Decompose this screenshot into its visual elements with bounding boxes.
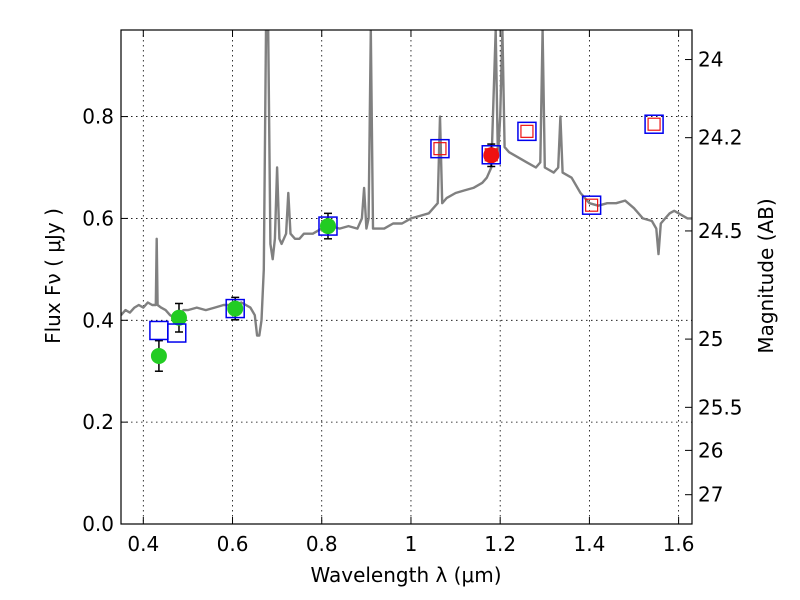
right-tick-label: 26 [698, 438, 723, 462]
model-box [167, 323, 187, 343]
observed-optical-point [170, 309, 187, 326]
y-axis-label: Flux Fν ( μJy ) [41, 208, 65, 344]
model-box-inner [585, 198, 599, 212]
right-tick-label: 27 [698, 483, 723, 507]
model-box-inner [647, 117, 661, 131]
plot-content [121, 30, 692, 372]
right-tick-label: 24 [698, 48, 723, 72]
x-tick-label: 1.4 [573, 532, 605, 556]
grid-lines [121, 30, 692, 524]
tick-marks [121, 30, 692, 525]
model-box [225, 298, 245, 319]
x-tick-label: 0.6 [217, 532, 249, 556]
y-tick-labels: 0.0 0.2 0.4 0.6 0.8 [82, 105, 114, 536]
observed-nir-point [483, 147, 500, 164]
x-tick-label: 1 [405, 532, 418, 556]
right-tick-labels: 24 24.2 24.5 25 25.5 26 27 [698, 48, 743, 507]
spectrum-line [121, 30, 692, 337]
model-box-inner [433, 142, 447, 156]
model-box [481, 145, 502, 165]
model-box [581, 195, 602, 215]
observed-optical-point [227, 300, 244, 317]
y-tick-label: 0.2 [82, 410, 114, 434]
y-tick-label: 0.0 [82, 512, 114, 536]
x-axis-label: Wavelength λ (μm) [310, 563, 501, 587]
right-tick-label: 24.2 [698, 126, 743, 150]
x-tick-labels: 0.4 0.6 0.8 1 1.2 1.4 1.6 [127, 532, 694, 556]
y-tick-label: 0.4 [82, 308, 114, 332]
y-tick-label: 0.8 [82, 105, 114, 129]
x-tick-label: 1.2 [484, 532, 516, 556]
observed-optical-point [319, 218, 336, 235]
right-tick-label: 25.5 [698, 395, 743, 419]
model-box [318, 216, 338, 236]
model-box [644, 114, 664, 134]
y-tick-label: 0.6 [82, 206, 114, 230]
right-tick-label: 25 [698, 327, 723, 351]
observed-optical-point [150, 347, 167, 364]
x-tick-label: 0.4 [127, 532, 159, 556]
right-axis-label: Magnitude (AB) [754, 198, 778, 353]
right-tick-label: 24.5 [698, 219, 743, 243]
x-tick-label: 0.8 [306, 532, 338, 556]
model-box-inner [520, 124, 534, 138]
x-tick-label: 1.6 [663, 532, 695, 556]
model-box [517, 121, 537, 142]
plot-frame [120, 29, 693, 525]
model-box-inner [484, 148, 498, 162]
model-box [430, 138, 450, 159]
